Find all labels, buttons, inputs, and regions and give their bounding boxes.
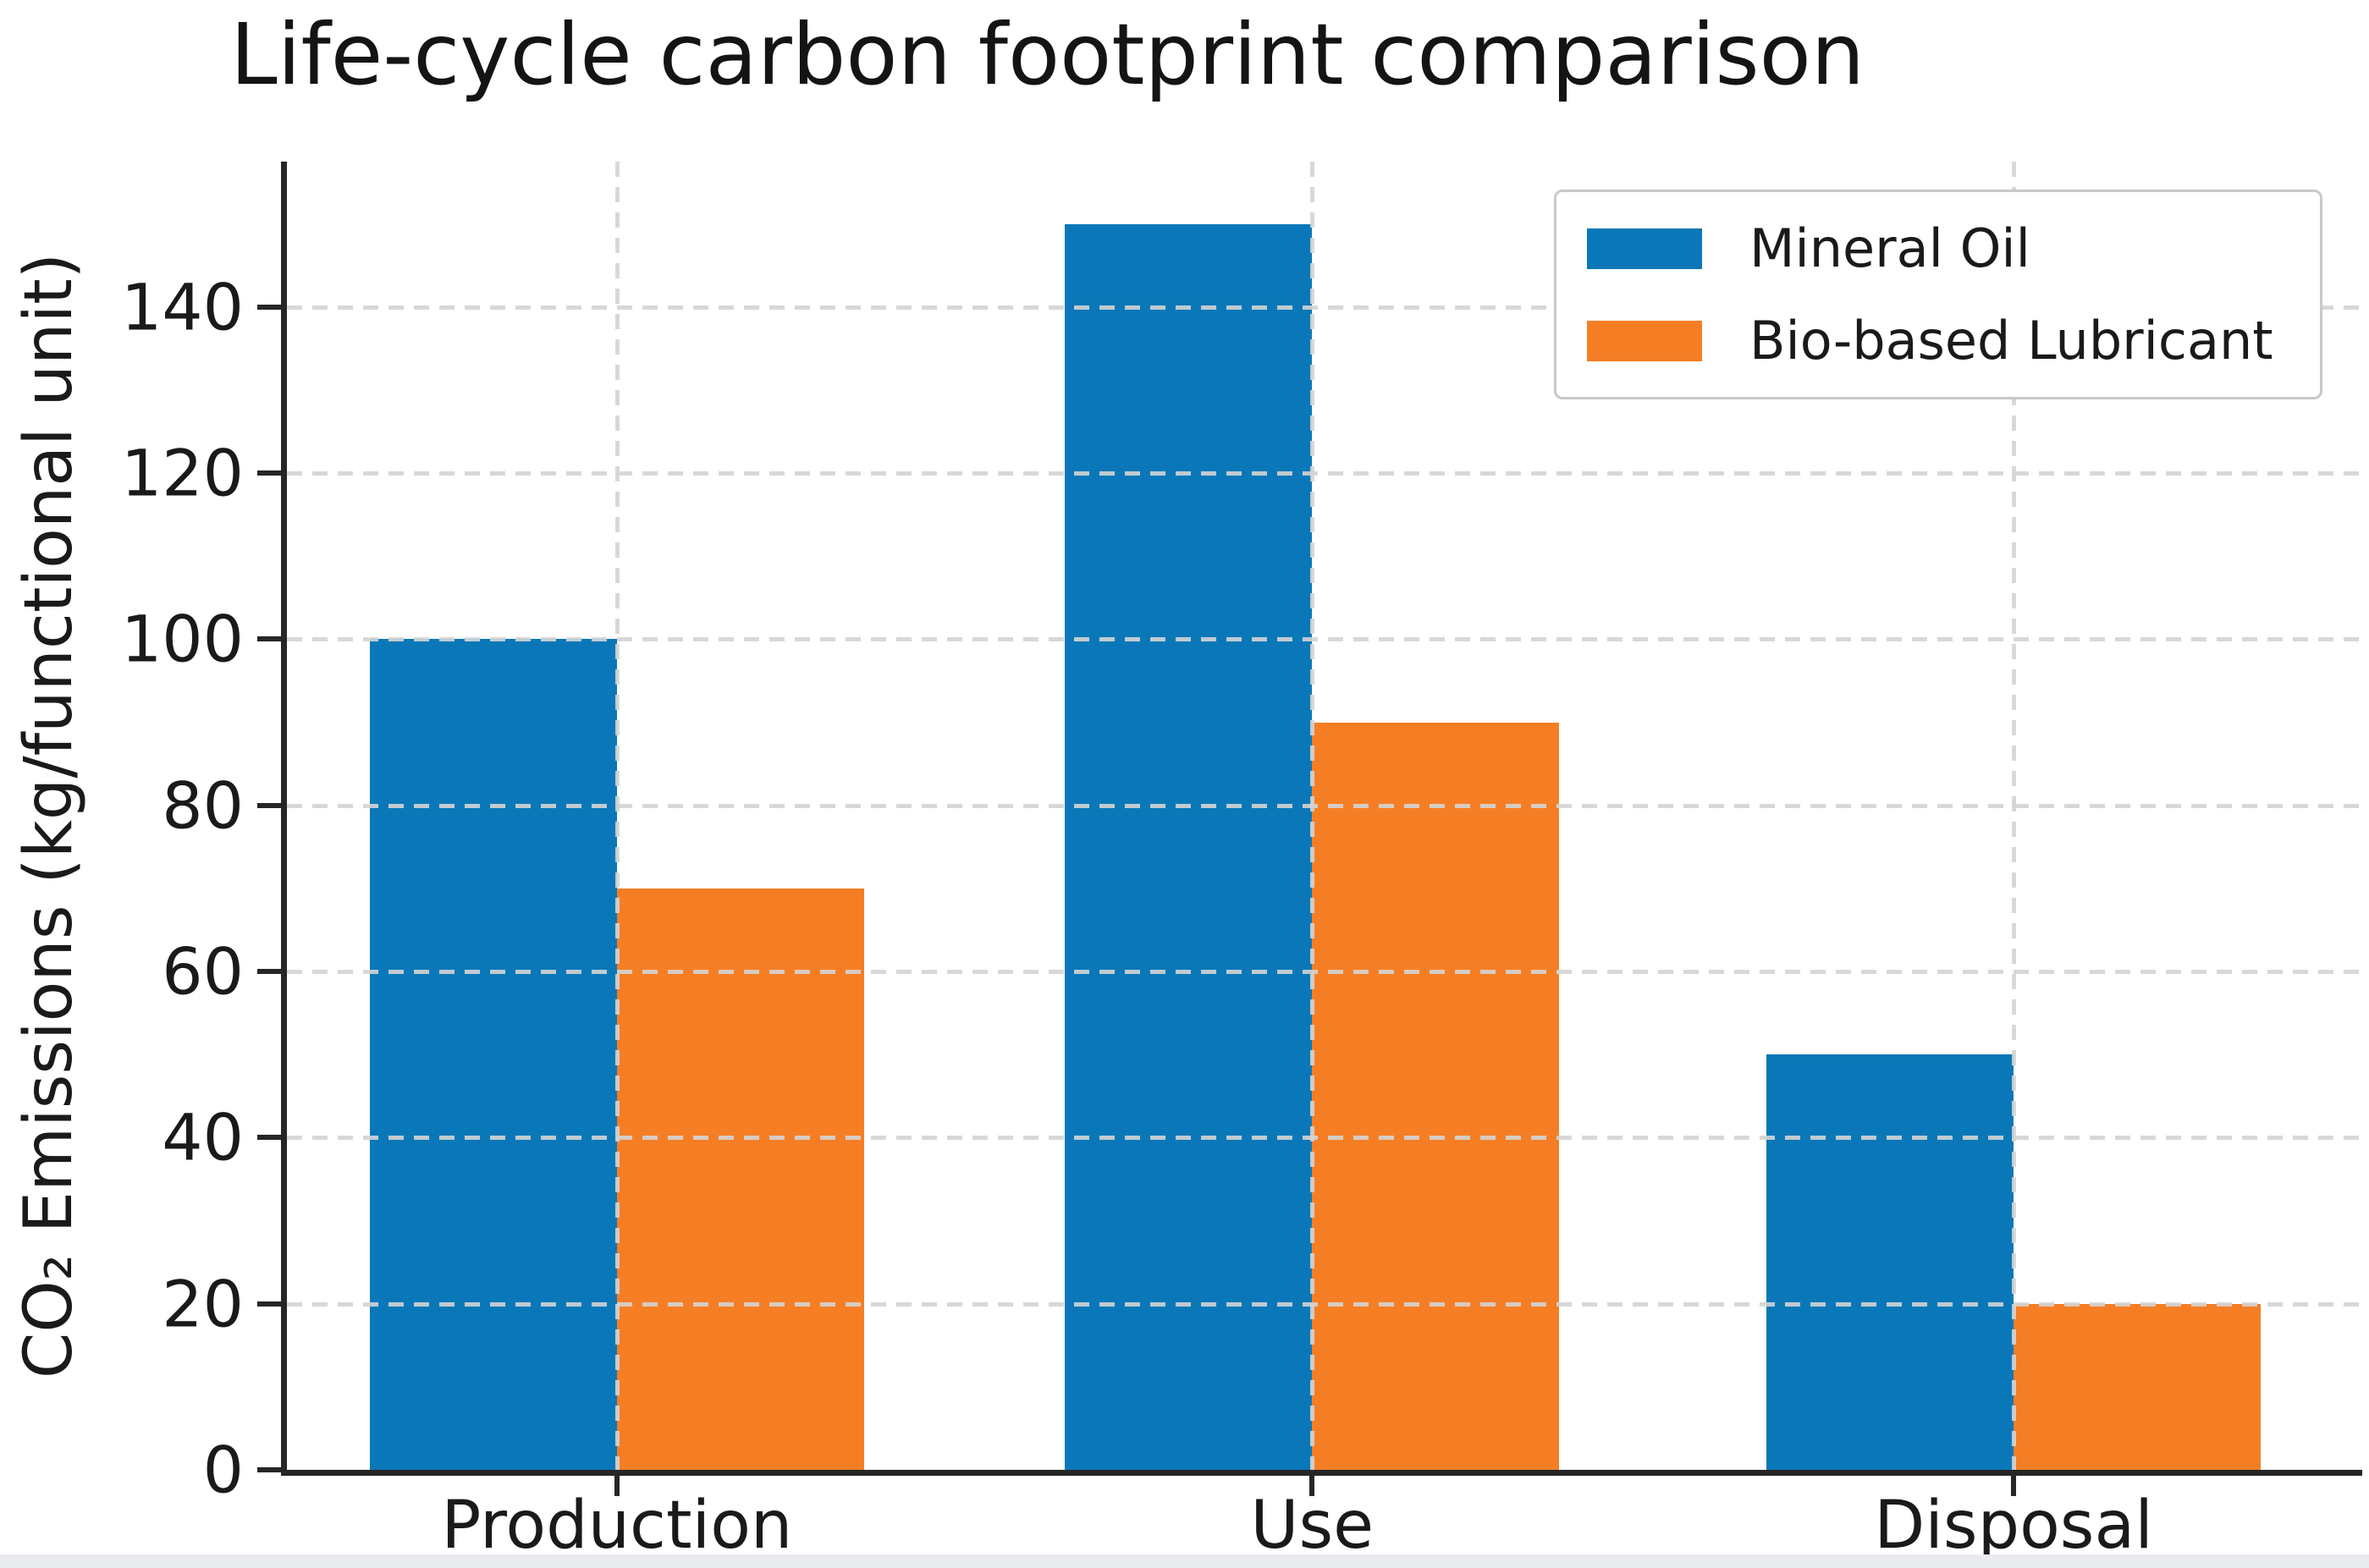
h-gridline-140 — [287, 305, 2362, 310]
v-gridline-production — [614, 162, 620, 1470]
x-tick-label-use: Use — [1250, 1488, 1375, 1564]
bottom-strip — [0, 1554, 2369, 1568]
bar-production-mineral-oil — [369, 639, 617, 1470]
y-tick-mark-20 — [257, 1301, 281, 1307]
y-tick-mark-60 — [257, 969, 281, 975]
h-gridline-80 — [287, 803, 2362, 808]
y-tick-label-0: 0 — [202, 1432, 244, 1508]
plot-area — [281, 162, 2362, 1476]
chart-title: Life-cycle carbon footprint comparison — [230, 5, 1865, 104]
v-gridline-disposal — [2012, 162, 2017, 1470]
x-tick-label-production: Production — [441, 1488, 793, 1564]
x-tick-mark-disposal — [2011, 1476, 2017, 1496]
bar-disposal-mineral-oil — [1766, 1054, 2014, 1470]
y-tick-label-120: 120 — [120, 435, 244, 511]
y-tick-mark-120 — [257, 470, 281, 476]
y-tick-label-100: 100 — [120, 601, 244, 677]
y-tick-label-80: 80 — [162, 767, 244, 844]
bar-use-mineral-oil — [1065, 223, 1313, 1470]
x-tick-mark-production — [614, 1476, 620, 1496]
legend-label-bio-based-lubricant: Bio-based Lubricant — [1749, 310, 2273, 371]
legend: Mineral Oil Bio-based Lubricant — [1554, 190, 2322, 399]
y-tick-mark-140 — [257, 304, 281, 310]
y-tick-label-40: 40 — [162, 1099, 244, 1175]
bar-production-bio-based-lubricant — [616, 888, 864, 1470]
y-tick-mark-80 — [257, 802, 281, 808]
legend-swatch-bio-based-lubricant — [1587, 320, 1702, 361]
legend-label-mineral-oil: Mineral Oil — [1749, 217, 2030, 279]
x-tick-mark-use — [1309, 1476, 1315, 1496]
h-gridline-20 — [287, 1301, 2362, 1307]
h-gridline-60 — [287, 970, 2362, 975]
y-tick-mark-40 — [257, 1135, 281, 1141]
y-tick-label-140: 140 — [120, 269, 244, 345]
legend-item-mineral-oil: Mineral Oil — [1587, 217, 2289, 279]
y-tick-mark-0 — [257, 1467, 281, 1472]
h-gridline-100 — [287, 637, 2362, 642]
legend-swatch-mineral-oil — [1587, 228, 1702, 269]
y-tick-mark-100 — [257, 636, 281, 642]
y-tick-label-60: 60 — [162, 933, 244, 1010]
legend-item-bio-based-lubricant: Bio-based Lubricant — [1587, 310, 2289, 371]
y-tick-label-20: 20 — [162, 1266, 244, 1342]
h-gridline-40 — [287, 1136, 2362, 1141]
x-tick-label-disposal: Disposal — [1874, 1488, 2153, 1564]
v-gridline-use — [1310, 162, 1315, 1470]
bar-use-bio-based-lubricant — [1312, 722, 1560, 1470]
h-gridline-120 — [287, 471, 2362, 476]
bar-disposal-bio-based-lubricant — [2014, 1303, 2262, 1470]
